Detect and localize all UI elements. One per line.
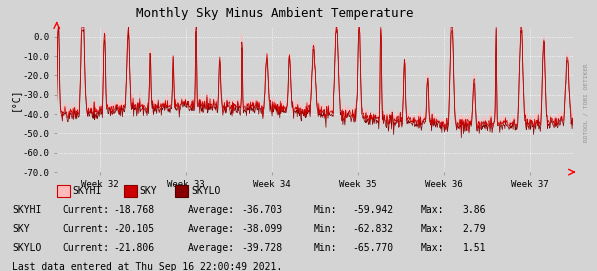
- Text: Min:: Min:: [313, 205, 337, 215]
- Text: SKYLO: SKYLO: [12, 243, 41, 253]
- Text: 1.51: 1.51: [463, 243, 486, 253]
- Text: Min:: Min:: [313, 224, 337, 234]
- Text: 3.86: 3.86: [463, 205, 486, 215]
- Text: -62.832: -62.832: [352, 224, 393, 234]
- Text: Average:: Average:: [188, 224, 235, 234]
- Text: Average:: Average:: [188, 243, 235, 253]
- Text: -18.768: -18.768: [113, 205, 155, 215]
- Text: 2.79: 2.79: [463, 224, 486, 234]
- Text: Max:: Max:: [421, 205, 444, 215]
- Text: Min:: Min:: [313, 243, 337, 253]
- Text: RDTOOL / TOBI OETIKER: RDTOOL / TOBI OETIKER: [584, 64, 589, 142]
- Y-axis label: [°C]: [°C]: [10, 88, 20, 111]
- Text: -59.942: -59.942: [352, 205, 393, 215]
- Text: Monthly Sky Minus Ambient Temperature: Monthly Sky Minus Ambient Temperature: [136, 7, 413, 20]
- Text: -20.105: -20.105: [113, 224, 155, 234]
- Text: SKY: SKY: [12, 224, 30, 234]
- Text: -21.806: -21.806: [113, 243, 155, 253]
- Text: Last data entered at Thu Sep 16 22:00:49 2021.: Last data entered at Thu Sep 16 22:00:49…: [12, 262, 282, 271]
- Text: SKYLO: SKYLO: [191, 186, 220, 196]
- Text: -65.770: -65.770: [352, 243, 393, 253]
- Text: Average:: Average:: [188, 205, 235, 215]
- Text: SKYHI: SKYHI: [73, 186, 102, 196]
- Text: Current:: Current:: [63, 205, 110, 215]
- Text: Max:: Max:: [421, 243, 444, 253]
- Text: SKY: SKY: [140, 186, 158, 196]
- Text: SKYHI: SKYHI: [12, 205, 41, 215]
- Text: Current:: Current:: [63, 243, 110, 253]
- Text: -36.703: -36.703: [242, 205, 283, 215]
- Text: -38.099: -38.099: [242, 224, 283, 234]
- Text: Current:: Current:: [63, 224, 110, 234]
- Text: -39.728: -39.728: [242, 243, 283, 253]
- Text: Max:: Max:: [421, 224, 444, 234]
